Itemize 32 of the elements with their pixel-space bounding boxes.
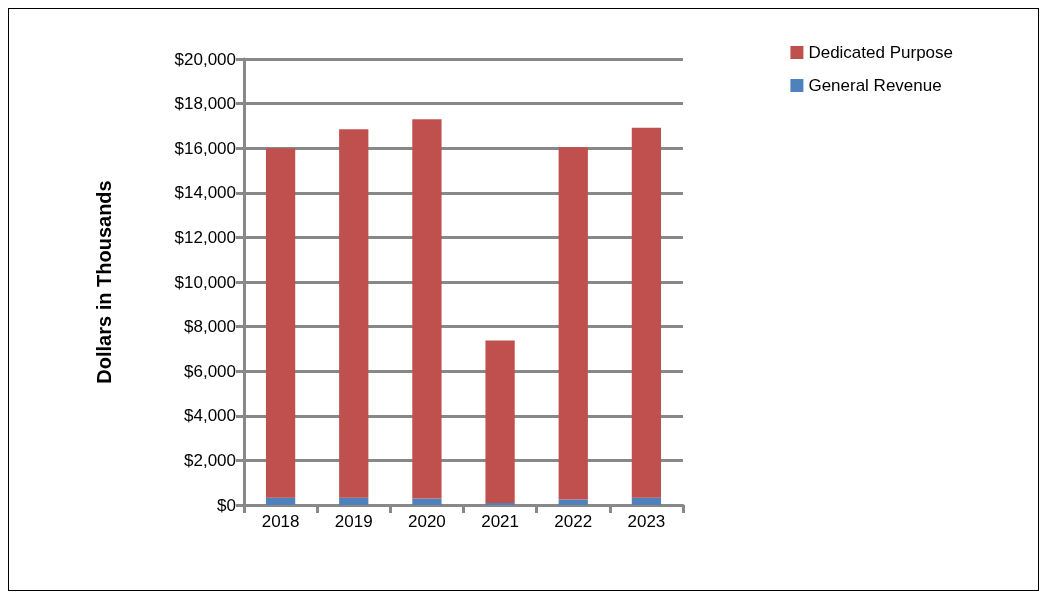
- bar: [339, 129, 369, 498]
- y-tick-label: $16,000: [174, 138, 236, 158]
- y-tick-label: $20,000: [174, 49, 236, 69]
- y-tick-label: $12,000: [174, 227, 236, 247]
- bar: [265, 148, 296, 498]
- x-tick-label: 2021: [481, 512, 519, 531]
- bar: [631, 497, 662, 505]
- y-tick-label: $4,000: [184, 406, 236, 426]
- bar: [265, 497, 296, 505]
- x-tick-label: 2020: [408, 512, 446, 531]
- bar: [558, 499, 588, 505]
- x-tick-label: 2018: [261, 512, 300, 531]
- y-tick-label: $6,000: [184, 361, 236, 381]
- y-tick-label: $2,000: [184, 450, 236, 470]
- bar: [631, 127, 662, 498]
- y-tick-label: $8,000: [184, 317, 236, 337]
- legend-label: Dedicated Purpose: [808, 43, 953, 62]
- bar: [485, 340, 515, 503]
- y-tick-label: $14,000: [174, 183, 236, 203]
- y-axis-title: Dollars in Thousands: [93, 180, 115, 384]
- bar: [412, 498, 442, 505]
- x-tick-label: 2019: [334, 512, 373, 531]
- legend-label: General Revenue: [808, 76, 942, 95]
- bar: [339, 497, 369, 505]
- bar: [412, 119, 442, 499]
- y-tick-label: $18,000: [174, 94, 236, 114]
- bar: [558, 147, 588, 500]
- y-tick-label: $0: [217, 495, 236, 515]
- bar: [485, 502, 515, 505]
- y-tick-label: $10,000: [174, 272, 236, 292]
- x-tick-label: 2022: [554, 512, 593, 531]
- x-tick-label: 2023: [627, 512, 666, 531]
